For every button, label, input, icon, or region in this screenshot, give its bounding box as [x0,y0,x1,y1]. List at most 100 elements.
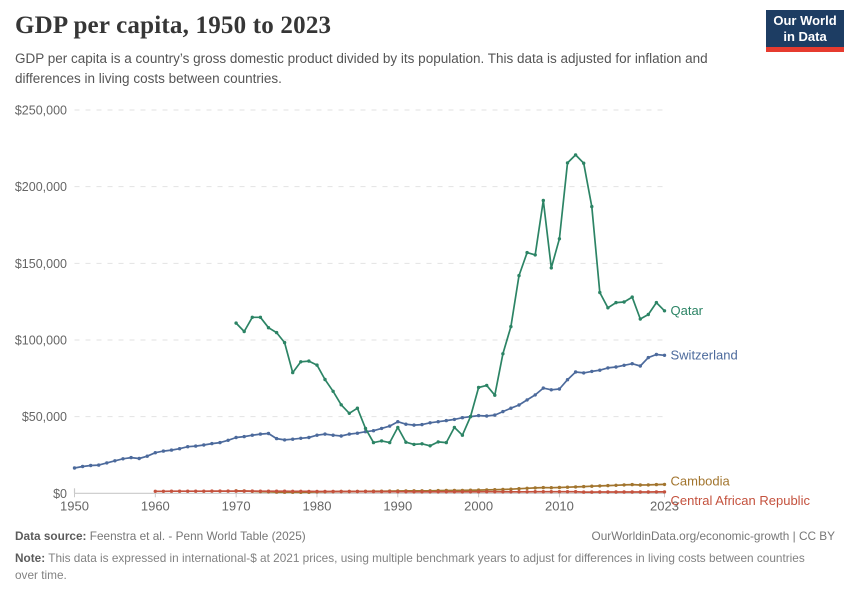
data-point[interactable] [541,198,545,203]
data-point[interactable] [218,440,222,445]
data-point[interactable] [420,422,424,427]
data-point[interactable] [549,486,553,490]
data-point[interactable] [525,486,529,490]
data-point[interactable] [339,403,343,407]
data-point[interactable] [525,250,529,255]
data-point[interactable] [379,426,384,431]
data-point[interactable] [638,317,642,321]
data-point[interactable] [388,440,392,445]
data-point[interactable] [291,370,295,375]
data-point[interactable] [533,393,537,397]
data-point[interactable] [549,266,553,270]
data-point[interactable] [97,463,101,467]
data-point[interactable] [161,449,166,453]
data-point[interactable] [331,489,335,494]
series-points-qatar[interactable] [234,153,667,448]
data-point[interactable] [363,426,368,431]
data-point[interactable] [194,489,198,493]
data-point[interactable] [210,441,214,446]
data-point[interactable] [186,445,190,449]
data-point[interactable] [355,406,360,410]
data-point[interactable] [266,326,271,330]
data-point[interactable] [509,324,513,329]
data-point[interactable] [323,432,327,436]
data-point[interactable] [476,413,481,418]
data-point[interactable] [460,490,465,494]
data-point[interactable] [137,456,141,461]
data-point[interactable] [541,386,545,390]
data-point[interactable] [517,487,521,491]
data-point[interactable] [598,368,602,372]
data-point[interactable] [145,454,149,458]
data-point[interactable] [169,489,174,493]
data-point[interactable] [662,309,667,313]
data-point[interactable] [614,490,618,494]
data-point[interactable] [549,490,553,494]
data-point[interactable] [598,484,602,488]
data-point[interactable] [323,489,327,494]
data-point[interactable] [436,420,440,424]
series-points-central-african-republic[interactable] [153,489,667,494]
data-point[interactable] [565,161,570,165]
data-point[interactable] [299,436,303,440]
data-point[interactable] [347,489,351,494]
data-point[interactable] [638,483,642,487]
data-point[interactable] [331,433,335,437]
data-point[interactable] [573,370,578,374]
data-point[interactable] [404,422,408,426]
data-point[interactable] [299,360,303,364]
data-point[interactable] [654,300,659,305]
data-point[interactable] [622,300,626,304]
data-point[interactable] [218,489,222,493]
data-point[interactable] [501,409,505,414]
data-point[interactable] [412,490,416,494]
data-point[interactable] [105,461,109,465]
data-point[interactable] [468,490,473,494]
data-point[interactable] [315,363,319,367]
data-point[interactable] [517,490,521,494]
data-point[interactable] [202,443,206,447]
series-label-qatar[interactable]: Qatar [671,303,704,318]
data-point[interactable] [371,489,376,494]
data-point[interactable] [646,355,650,360]
data-point[interactable] [557,237,562,241]
data-point[interactable] [493,413,497,417]
data-point[interactable] [590,369,594,374]
owid-logo[interactable]: Our World in Data [766,10,844,52]
data-point[interactable] [582,490,586,494]
data-point[interactable] [404,440,408,444]
data-point[interactable] [436,490,440,494]
data-point[interactable] [573,490,578,494]
data-point[interactable] [460,416,465,420]
data-point[interactable] [582,484,586,489]
data-point[interactable] [234,435,238,440]
data-point[interactable] [662,490,667,494]
series-line-qatar[interactable] [235,154,666,447]
data-point[interactable] [169,448,174,452]
data-point[interactable] [606,306,610,310]
data-point[interactable] [525,398,529,402]
data-point[interactable] [186,489,190,493]
data-point[interactable] [202,489,206,493]
data-point[interactable] [258,489,263,493]
data-point[interactable] [226,489,230,493]
data-point[interactable] [299,489,303,493]
data-point[interactable] [557,485,562,490]
data-point[interactable] [371,440,376,445]
data-point[interactable] [452,417,457,422]
data-point[interactable] [630,490,634,494]
data-point[interactable] [258,315,263,319]
data-point[interactable] [509,487,513,491]
data-point[interactable] [501,352,505,356]
data-point[interactable] [420,490,424,494]
data-point[interactable] [590,490,594,494]
data-point[interactable] [379,439,384,443]
data-point[interactable] [533,253,537,257]
data-point[interactable] [517,273,521,278]
data-point[interactable] [614,483,618,487]
data-point[interactable] [573,485,578,489]
data-point[interactable] [129,455,133,460]
data-point[interactable] [339,434,343,438]
data-point[interactable] [654,352,659,357]
data-point[interactable] [654,490,659,494]
